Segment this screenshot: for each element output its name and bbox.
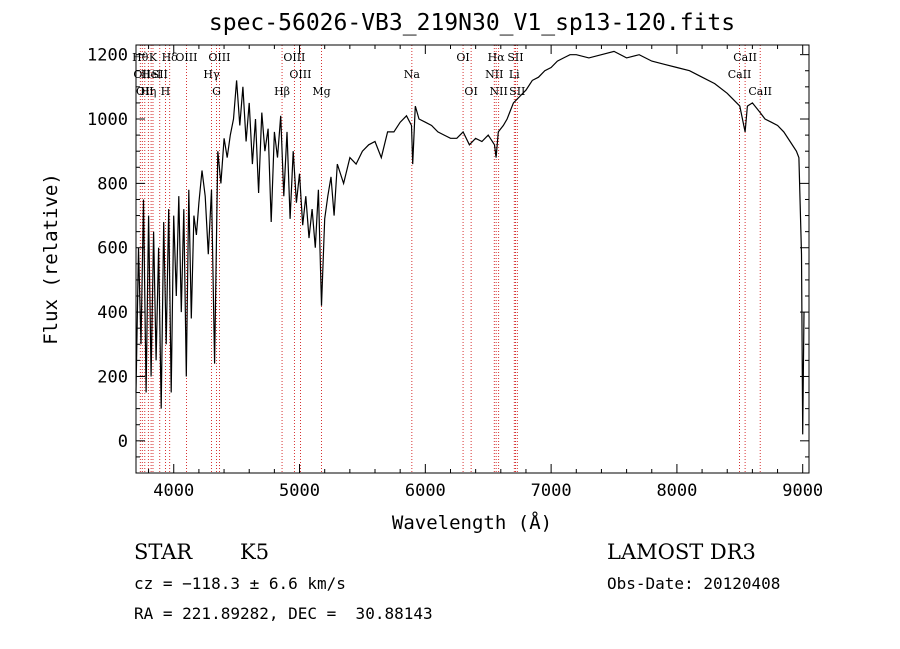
line-markers (139, 45, 761, 473)
y-tick-label: 400 (97, 303, 128, 323)
line-marker-label: Mg (312, 85, 330, 98)
line-marker-label: H (161, 85, 171, 98)
y-tick-label: 800 (97, 174, 128, 194)
x-tick-label: 8000 (656, 481, 697, 501)
line-marker-label: Hθ (132, 51, 149, 64)
line-marker-label: OIII (208, 51, 230, 64)
x-tick-label: 7000 (531, 481, 572, 501)
redshift-velocity: cz = −118.3 ± 6.6 km/s (134, 574, 346, 593)
line-marker-label: SII (152, 68, 168, 81)
line-marker-label: K (149, 51, 158, 64)
x-axis-label: Wavelength (Å) (392, 511, 552, 534)
sky-coordinates: RA = 221.89282, DEC = 30.88143 (134, 604, 433, 623)
y-tick-label: 1200 (87, 46, 128, 66)
y-tick-label: 200 (97, 367, 128, 387)
line-marker-label: CaII (748, 85, 772, 98)
line-marker-label: Hδ (162, 51, 179, 64)
y-tick-label: 0 (118, 432, 128, 452)
line-marker-label: OIII (283, 51, 305, 64)
line-marker-label: NII (490, 85, 508, 98)
line-marker-label: Hβ (274, 85, 290, 98)
line-marker-label: HeI (141, 68, 161, 81)
x-tick-label: 9000 (782, 481, 823, 501)
x-tick-label: 6000 (405, 481, 446, 501)
x-tick-label: 4000 (153, 481, 194, 501)
line-marker-label: SII (509, 85, 525, 98)
y-tick-label: 600 (97, 239, 128, 259)
line-marker-label: SII (507, 51, 523, 64)
x-tick-label: 5000 (279, 481, 320, 501)
line-marker-label: OI (456, 51, 469, 64)
line-marker-labels: HθOIIOIIHηHeIKSIIHHδOIIIHγGOIIIHβOIIIOII… (132, 51, 772, 98)
line-marker-label: G (212, 85, 221, 98)
x-axis: 4000 5000 6000 7000 8000 9000 (148, 45, 823, 501)
object-class: STAR (134, 540, 193, 564)
plot-frame (135, 44, 810, 474)
spectrum-line (135, 50, 805, 435)
line-marker-label: OII (133, 68, 151, 81)
line-marker-label: OII (136, 85, 154, 98)
object-subclass: K5 (240, 540, 270, 564)
line-marker-label: CaII (733, 51, 757, 64)
y-axis: 0 200 400 600 800 1000 1200 (87, 46, 809, 474)
spectrum-series (135, 50, 805, 435)
line-marker-label: OIII (175, 51, 197, 64)
line-marker-label: Hγ (203, 68, 220, 81)
observation-date: Obs-Date: 20120408 (607, 574, 781, 593)
line-marker-label: Hα (488, 51, 506, 64)
chart-title: spec-56026-VB3_219N30_V1_sp13-120.fits (209, 10, 735, 36)
line-marker-label: Na (404, 68, 421, 81)
line-marker-label: Hη (140, 85, 156, 98)
y-axis-label: Flux (relative) (40, 173, 62, 345)
line-marker-label: Li (509, 68, 520, 81)
line-marker-label: NII (485, 68, 503, 81)
line-marker-label: OIII (289, 68, 311, 81)
line-marker-label: OI (464, 85, 477, 98)
survey-name: LAMOST DR3 (607, 540, 756, 564)
y-tick-label: 1000 (87, 110, 128, 130)
line-marker-label: CaII (728, 68, 752, 81)
